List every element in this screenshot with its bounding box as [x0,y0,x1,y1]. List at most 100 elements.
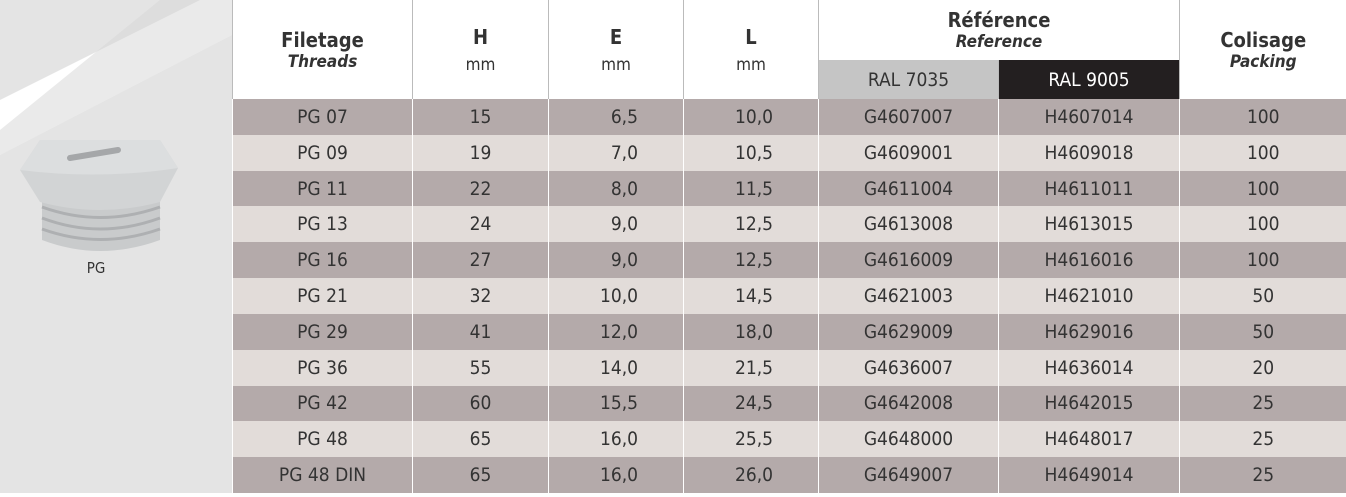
table-cell: 12,0 [549,314,684,350]
table-cell: G4642008 [819,386,999,422]
table-cell: H4607014 [999,99,1180,135]
table-cell: 65 [413,457,549,493]
product-label: PG [87,259,106,277]
table-cell: G4613008 [819,206,999,242]
header-subtitle: Reference [819,32,1179,52]
table-cell: PG 36 [233,350,413,386]
table-cell: PG 11 [233,171,413,207]
table-cell: G4607007 [819,99,999,135]
table-cell: H4649014 [999,457,1180,493]
table-cell: 25 [1180,421,1346,457]
table-cell: G4649007 [819,457,999,493]
table-cell: H4611011 [999,171,1180,207]
table-cell: PG 16 [233,242,413,278]
product-panel: PG [0,0,232,493]
table-cell: 20 [1180,350,1346,386]
table-cell: G4616009 [819,242,999,278]
table-cell: 100 [1180,99,1346,135]
table-cell: 25,5 [684,421,819,457]
table-cell: G4621003 [819,278,999,314]
table-cell: PG 48 DIN [233,457,413,493]
table-cell: H4648017 [999,421,1180,457]
table-cell: 18,0 [684,314,819,350]
table-cell: 10,0 [684,99,819,135]
table-cell: 100 [1180,242,1346,278]
header-unit: mm [549,55,683,75]
table-cell: G4636007 [819,350,999,386]
table-cell: 6,5 [549,99,684,135]
table-cell: PG 21 [233,278,413,314]
table-cell: G4609001 [819,135,999,171]
table-cell: G4611004 [819,171,999,207]
table-cell: 50 [1180,278,1346,314]
table-cell: 16,0 [549,421,684,457]
table-cell: PG 42 [233,386,413,422]
header-unit: mm [684,55,818,75]
header-subtitle: Packing [1180,52,1346,72]
header-unit: mm [413,55,548,75]
ral-header: RAL 7035 [819,60,999,99]
table-cell: PG 13 [233,206,413,242]
header-title: H [413,25,548,49]
table-cell: PG 09 [233,135,413,171]
table-cell: 14,0 [549,350,684,386]
header-title: Colisage [1180,28,1346,52]
table-cell: 41 [413,314,549,350]
table-cell: 100 [1180,135,1346,171]
header-title: Filetage [233,28,412,52]
table-cell: 16,0 [549,457,684,493]
header-title: Référence [819,8,1179,32]
table-cell: 21,5 [684,350,819,386]
table-cell: 15 [413,99,549,135]
table-cell: 26,0 [684,457,819,493]
table-cell: 14,5 [684,278,819,314]
table-cell: 32 [413,278,549,314]
table-cell: 100 [1180,206,1346,242]
table-cell: 10,0 [549,278,684,314]
ral-header: RAL 9005 [999,60,1180,99]
table-cell: G4648000 [819,421,999,457]
table-cell: 65 [413,421,549,457]
table-cell: 27 [413,242,549,278]
table-cell: 12,5 [684,206,819,242]
table-cell: H4642015 [999,386,1180,422]
table-cell: PG 29 [233,314,413,350]
table-cell: 15,5 [549,386,684,422]
table-cell: 100 [1180,171,1346,207]
table-cell: 11,5 [684,171,819,207]
table-cell: 60 [413,386,549,422]
table-cell: 8,0 [549,171,684,207]
table-cell: PG 07 [233,99,413,135]
table-cell: 25 [1180,457,1346,493]
table-cell: 50 [1180,314,1346,350]
table-cell: 12,5 [684,242,819,278]
table-cell: H4629016 [999,314,1180,350]
table-cell: G4629009 [819,314,999,350]
table-cell: 24 [413,206,549,242]
table-cell: 9,0 [549,242,684,278]
table-cell: 55 [413,350,549,386]
table-cell: 7,0 [549,135,684,171]
table-cell: 10,5 [684,135,819,171]
table-cell: H4621010 [999,278,1180,314]
table-cell: 9,0 [549,206,684,242]
table-cell: H4616016 [999,242,1180,278]
table-cell: PG 48 [233,421,413,457]
product-image: PG [0,0,232,493]
